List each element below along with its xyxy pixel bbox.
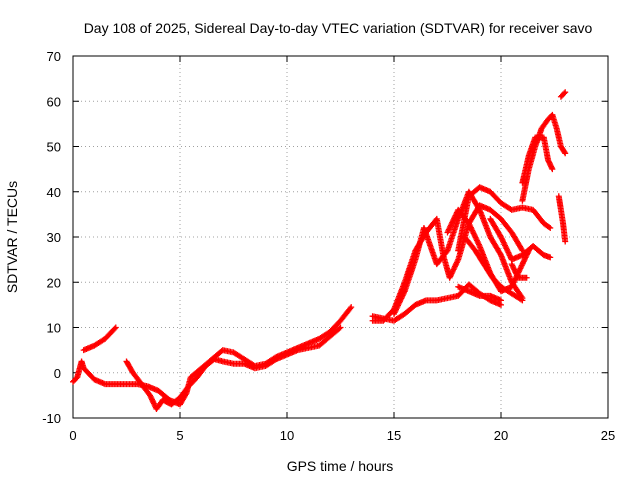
x-tick-label: 0 <box>69 428 76 443</box>
data-point <box>549 166 556 173</box>
series-track-11 <box>508 261 530 281</box>
y-tick-label: 60 <box>47 94 61 109</box>
x-tick-label: 10 <box>280 428 294 443</box>
data-point <box>547 224 554 231</box>
data-point <box>519 297 526 304</box>
y-axis-label: SDTVAR / TECUs <box>4 181 20 293</box>
y-tick-label: 0 <box>54 366 61 381</box>
series-track-4 <box>369 281 504 324</box>
x-axis-label: GPS time / hours <box>287 458 394 474</box>
data-point <box>545 224 552 231</box>
axis-ticks: 0 5 10 15 20 25 -10 0 10 20 30 40 50 60 70 <box>42 49 615 443</box>
series-track-12 <box>455 283 504 304</box>
data-point <box>498 297 504 304</box>
series-track-3 <box>123 324 344 412</box>
series-track-13 <box>519 111 569 204</box>
data-point <box>111 325 118 332</box>
y-tick-label: -10 <box>42 411 61 426</box>
series-track-14 <box>519 134 556 186</box>
data-point <box>561 149 568 156</box>
y-tick-label: 70 <box>47 49 61 64</box>
y-tick-label: 50 <box>47 140 61 155</box>
data-point <box>523 274 530 281</box>
y-tick-label: 30 <box>47 230 61 245</box>
data-point <box>348 304 355 311</box>
data-point <box>112 324 119 331</box>
series-track-2 <box>80 324 119 354</box>
y-tick-label: 10 <box>47 321 61 336</box>
data-point <box>561 90 568 97</box>
grid-lines <box>73 56 608 418</box>
y-tick-label: 20 <box>47 275 61 290</box>
data-point <box>562 238 569 245</box>
data-point <box>497 250 504 257</box>
data-point <box>562 89 569 96</box>
data-point <box>337 324 344 331</box>
data-marks <box>70 89 569 412</box>
chart-title: Day 108 of 2025, Sidereal Day-to-day VTE… <box>84 20 593 36</box>
series-track-16 <box>557 89 569 100</box>
data-point <box>518 296 525 303</box>
data-point <box>547 254 554 261</box>
series-track-1 <box>70 304 355 408</box>
data-point <box>347 305 354 312</box>
x-tick-label: 15 <box>387 428 401 443</box>
x-tick-label: 5 <box>176 428 183 443</box>
data-point <box>336 325 343 332</box>
y-tick-label: 40 <box>47 185 61 200</box>
x-tick-label: 25 <box>601 428 615 443</box>
series-track-9 <box>461 234 526 304</box>
series-track-8 <box>455 184 554 254</box>
data-point <box>562 150 569 157</box>
series-track-15 <box>555 193 569 245</box>
series-track-10 <box>487 215 554 263</box>
data-point <box>475 205 482 212</box>
data-point <box>518 246 525 253</box>
x-tick-label: 20 <box>494 428 508 443</box>
